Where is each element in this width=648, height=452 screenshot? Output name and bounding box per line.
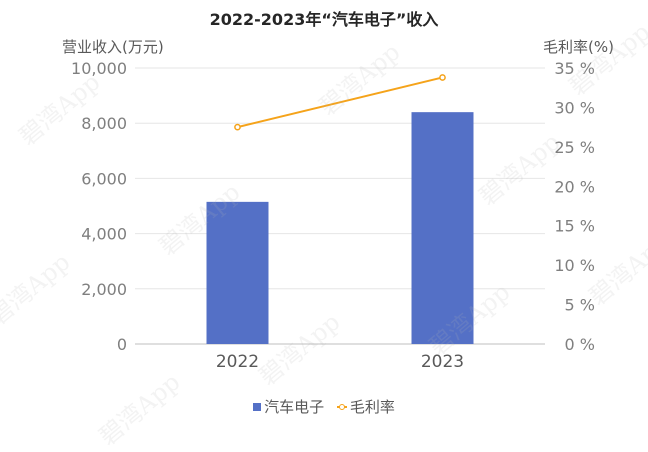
y-right-axis-title: 毛利率(%): [543, 38, 614, 56]
legend-label-line: 毛利率: [349, 398, 395, 416]
y-left-tick-label: 10,000: [71, 59, 127, 78]
chart-title: 2022-2023年“汽车电子”收入: [209, 10, 439, 29]
chart-root: 2022-2023年“汽车电子”收入 营业收入(万元) 毛利率(%) 0 2,00…: [0, 10, 648, 451]
y-right-tick-label: 30 %: [554, 98, 595, 117]
legend-item-line[interactable]: 毛利率: [336, 396, 395, 417]
bar: [411, 112, 474, 344]
x-tick-label: 2022: [216, 352, 259, 372]
y-left-tick-label: 2,000: [81, 280, 127, 299]
bar: [206, 201, 269, 344]
legend: 汽车电子 毛利率: [0, 396, 648, 417]
y-right-tick-label: 25 %: [554, 138, 595, 157]
legend-label-bar: 汽车电子: [264, 398, 325, 416]
line-series: [237, 76, 443, 129]
y-right-tick-label: 5 %: [565, 296, 595, 315]
legend-swatch-bar: [253, 403, 262, 411]
y-right-tick-label: 10 %: [554, 256, 595, 275]
y-right-tick-label: 20 %: [554, 177, 595, 196]
x-tick-label: 2023: [421, 352, 464, 372]
y-left-tick-label: 6,000: [81, 169, 127, 188]
legend-swatch-line: [336, 403, 347, 411]
y-right-tick-label: 35 %: [554, 59, 595, 78]
line-point: [439, 74, 446, 81]
line-point: [234, 123, 241, 131]
y-right-tick-label: 0 %: [565, 335, 595, 354]
legend-item-bar[interactable]: 汽车电子: [253, 396, 324, 417]
y-left-tick-label: 4,000: [81, 225, 127, 244]
y-left-tick-label: 0: [117, 335, 127, 354]
y-left-axis-title: 营业收入(万元): [62, 38, 164, 56]
y-right-tick-label: 15 %: [554, 217, 595, 236]
chart-plot: 0 2,000 4,000 6,000 8,000 10,000 0 % 5 % 10 % 15 …: [71, 59, 595, 372]
y-left-tick-label: 8,000: [81, 114, 127, 133]
